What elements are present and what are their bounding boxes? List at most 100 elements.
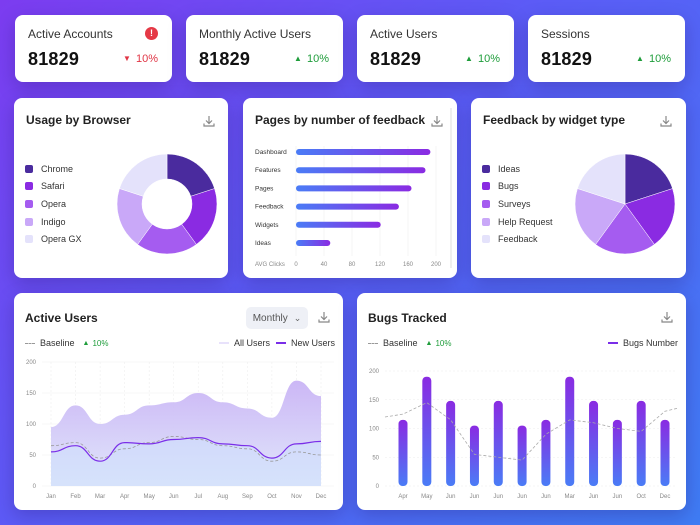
dash-line-icon [25, 342, 35, 344]
download-icon[interactable] [660, 310, 674, 324]
kpi-card-monthly-active-users[interactable]: Monthly Active Users 81829 ▲ 10% [186, 15, 343, 82]
kpi-card-active-users[interactable]: Active Users 81829 ▲ 10% [357, 15, 514, 82]
y-tick-label: 50 [29, 453, 36, 459]
bugs-number-legend: Bugs Number [608, 338, 678, 348]
legend-item: Surveys [482, 195, 553, 213]
card-title: Active Users [25, 311, 98, 325]
x-tick-label: Apr [398, 494, 407, 500]
legend-label: Help Request [498, 216, 553, 227]
bugs-bar-chart: 0 50 100 150 200 Apr May Jun Jun Jun Jun Jun Mar Jun J… [369, 369, 678, 500]
x-tick-label: Jun [470, 494, 480, 500]
legend-item: Bugs [482, 178, 553, 196]
x-tick-label: 40 [321, 262, 328, 268]
kpi-change-value: 10% [477, 53, 500, 65]
bar [446, 400, 456, 486]
kpi-card-active-accounts[interactable]: Active Accounts ! 81829 ▼ 10% [15, 15, 172, 82]
slice-help-request [574, 188, 626, 245]
y-tick-label: 200 [369, 369, 380, 375]
x-tick-label: May [421, 494, 432, 500]
chevron-down-icon: ⌄ [293, 312, 302, 323]
feedback-by-widget-card: Feedback by widget type Ideas Bugs Surve… [471, 98, 686, 278]
x-tick-label: Feb [70, 494, 81, 500]
period-select-value: Monthly [252, 312, 288, 324]
bar [517, 425, 527, 486]
slice-feedback [577, 153, 626, 205]
slice-bugs [624, 188, 676, 245]
widget-pie-chart [574, 153, 676, 255]
y-tick-label: Ideas [255, 240, 272, 247]
x-tick-label: Jul [194, 494, 202, 500]
bar-feedback [296, 203, 399, 210]
bar [493, 400, 503, 486]
x-tick-label: Dec [316, 494, 327, 500]
new-users-legend: New Users [276, 338, 335, 348]
x-tick-label: May [144, 494, 155, 500]
x-axis-label: AVG Clicks [255, 262, 285, 268]
download-icon[interactable] [659, 114, 673, 128]
period-select[interactable]: Monthly ⌄ [246, 307, 308, 329]
legend-swatch [25, 199, 33, 208]
y-tick-label: 0 [376, 484, 380, 490]
legend-label: Feedback [498, 234, 538, 245]
arrow-up-icon: ▲ [294, 54, 302, 63]
browser-donut-chart [116, 153, 218, 255]
slice-opera-gx [119, 153, 168, 197]
legend-swatch [482, 199, 490, 208]
bar [660, 419, 670, 486]
baseline-legend: Baseline ▲ 10% [368, 338, 451, 348]
bugs-tracked-card: Bugs Tracked Baseline ▲ 10% Bugs Number … [357, 293, 686, 510]
kpi-value: 81829 [370, 49, 422, 69]
legend-swatch [25, 217, 33, 226]
arrow-up-icon: ▲ [465, 54, 473, 63]
bar-ideas [296, 240, 331, 246]
legend-item: Ideas [482, 160, 553, 178]
legend-swatch [482, 182, 490, 191]
legend-label: Baseline [40, 338, 75, 348]
kpi-change: ▲ 10% [636, 53, 671, 65]
solid-line-icon [219, 342, 229, 344]
kpi-title: Sessions [541, 27, 590, 41]
baseline-line [50, 435, 322, 462]
y-tick-label: Feedback [255, 204, 284, 211]
legend-swatch [25, 235, 33, 244]
legend-swatch [25, 164, 33, 173]
legend-swatch [482, 235, 490, 244]
arrow-up-icon: ▲ [425, 339, 433, 347]
download-icon[interactable] [202, 114, 216, 128]
kpi-title: Monthly Active Users [199, 27, 312, 41]
bar-pages [296, 185, 412, 192]
widget-legend: Ideas Bugs Surveys Help Request Feedback [482, 160, 553, 248]
y-tick-label: Features [255, 167, 281, 174]
bar-dashboard [296, 149, 431, 155]
download-icon[interactable] [317, 310, 331, 324]
slice-chrome [166, 153, 215, 197]
y-tick-label: Dashboard [255, 149, 287, 156]
legend-label: All Users [234, 338, 271, 348]
browser-legend: Chrome Safari Opera Indigo Opera GX [25, 160, 82, 248]
bar [612, 419, 622, 486]
alert-icon[interactable]: ! [145, 27, 158, 40]
x-tick-label: 120 [375, 262, 386, 268]
card-title: Usage by Browser [26, 113, 131, 127]
x-tick-label: Sep [242, 494, 253, 500]
y-tick-label: 100 [369, 427, 380, 433]
card-title: Pages by number of feedback [255, 113, 426, 127]
kpi-change: ▲ 10% [294, 53, 329, 65]
legend-label: Safari [41, 181, 65, 192]
bar-features [296, 167, 426, 174]
kpi-value: 81829 [28, 49, 80, 69]
legend-item: Safari [25, 178, 82, 196]
download-icon[interactable] [430, 114, 444, 128]
legend-item: Opera [25, 195, 82, 213]
y-tick-label: 0 [33, 484, 37, 490]
legend-label: Baseline [383, 338, 418, 348]
x-tick-label: 80 [349, 262, 356, 268]
bar [589, 400, 599, 486]
legend-label: Surveys [498, 198, 531, 209]
kpi-card-sessions[interactable]: Sessions 81829 ▲ 10% [528, 15, 685, 82]
baseline-line [384, 402, 678, 461]
legend-label: Bugs Number [623, 338, 679, 348]
x-tick-label: Mar [565, 494, 575, 500]
legend-label: Bugs [498, 181, 519, 192]
kpi-value: 81829 [199, 49, 251, 69]
